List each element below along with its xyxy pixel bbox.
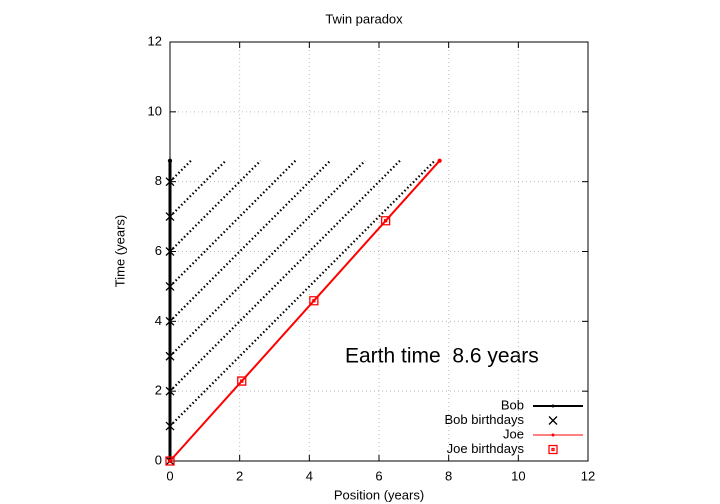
point	[165, 421, 175, 431]
point	[165, 351, 175, 361]
x-tick-label: 8	[445, 468, 452, 483]
point	[165, 316, 175, 326]
x-tick-label: 12	[581, 468, 595, 483]
point	[380, 216, 391, 226]
series-line	[169, 160, 441, 462]
legend-marker	[548, 416, 558, 425]
point	[165, 456, 175, 466]
point	[437, 158, 442, 163]
x-tick-label: 10	[511, 468, 525, 483]
y-tick-label: 8	[155, 173, 162, 188]
point	[165, 281, 175, 291]
y-tick-label: 10	[148, 103, 162, 118]
point	[165, 386, 175, 396]
legend-label: Bob	[501, 397, 524, 412]
y-tick-label: 6	[155, 243, 162, 258]
y-tick-label: 2	[155, 383, 162, 398]
point	[165, 247, 175, 256]
y-tick-label: 0	[155, 452, 162, 467]
x-tick-label: 0	[166, 468, 173, 483]
y-tick-label: 4	[155, 313, 162, 328]
legend-label: Joe	[503, 426, 524, 441]
point	[165, 212, 175, 222]
legend-label: Joe birthdays	[447, 441, 525, 456]
point	[165, 177, 175, 187]
y-tick-label: 12	[148, 33, 162, 48]
light-signal	[169, 159, 262, 253]
x-tick-label: 4	[306, 468, 313, 483]
light-signal	[169, 159, 436, 427]
light-signal	[169, 159, 227, 218]
legend-label: Bob birthdays	[445, 412, 525, 427]
x-axis-label: Position (years)	[334, 487, 424, 502]
point	[309, 296, 319, 306]
legend-marker	[548, 444, 558, 455]
point	[237, 376, 247, 386]
annotation: Earth time 8.6 years	[345, 345, 539, 368]
x-tick-label: 6	[375, 468, 382, 483]
legend-marker	[551, 404, 555, 408]
x-tick-label: 2	[236, 468, 243, 483]
light-signal	[169, 159, 297, 288]
y-axis-label: Time (years)	[112, 215, 127, 287]
legend-marker	[551, 433, 555, 437]
point	[167, 158, 173, 163]
chart-title: Twin paradox	[325, 11, 403, 26]
light-signal	[169, 159, 332, 323]
